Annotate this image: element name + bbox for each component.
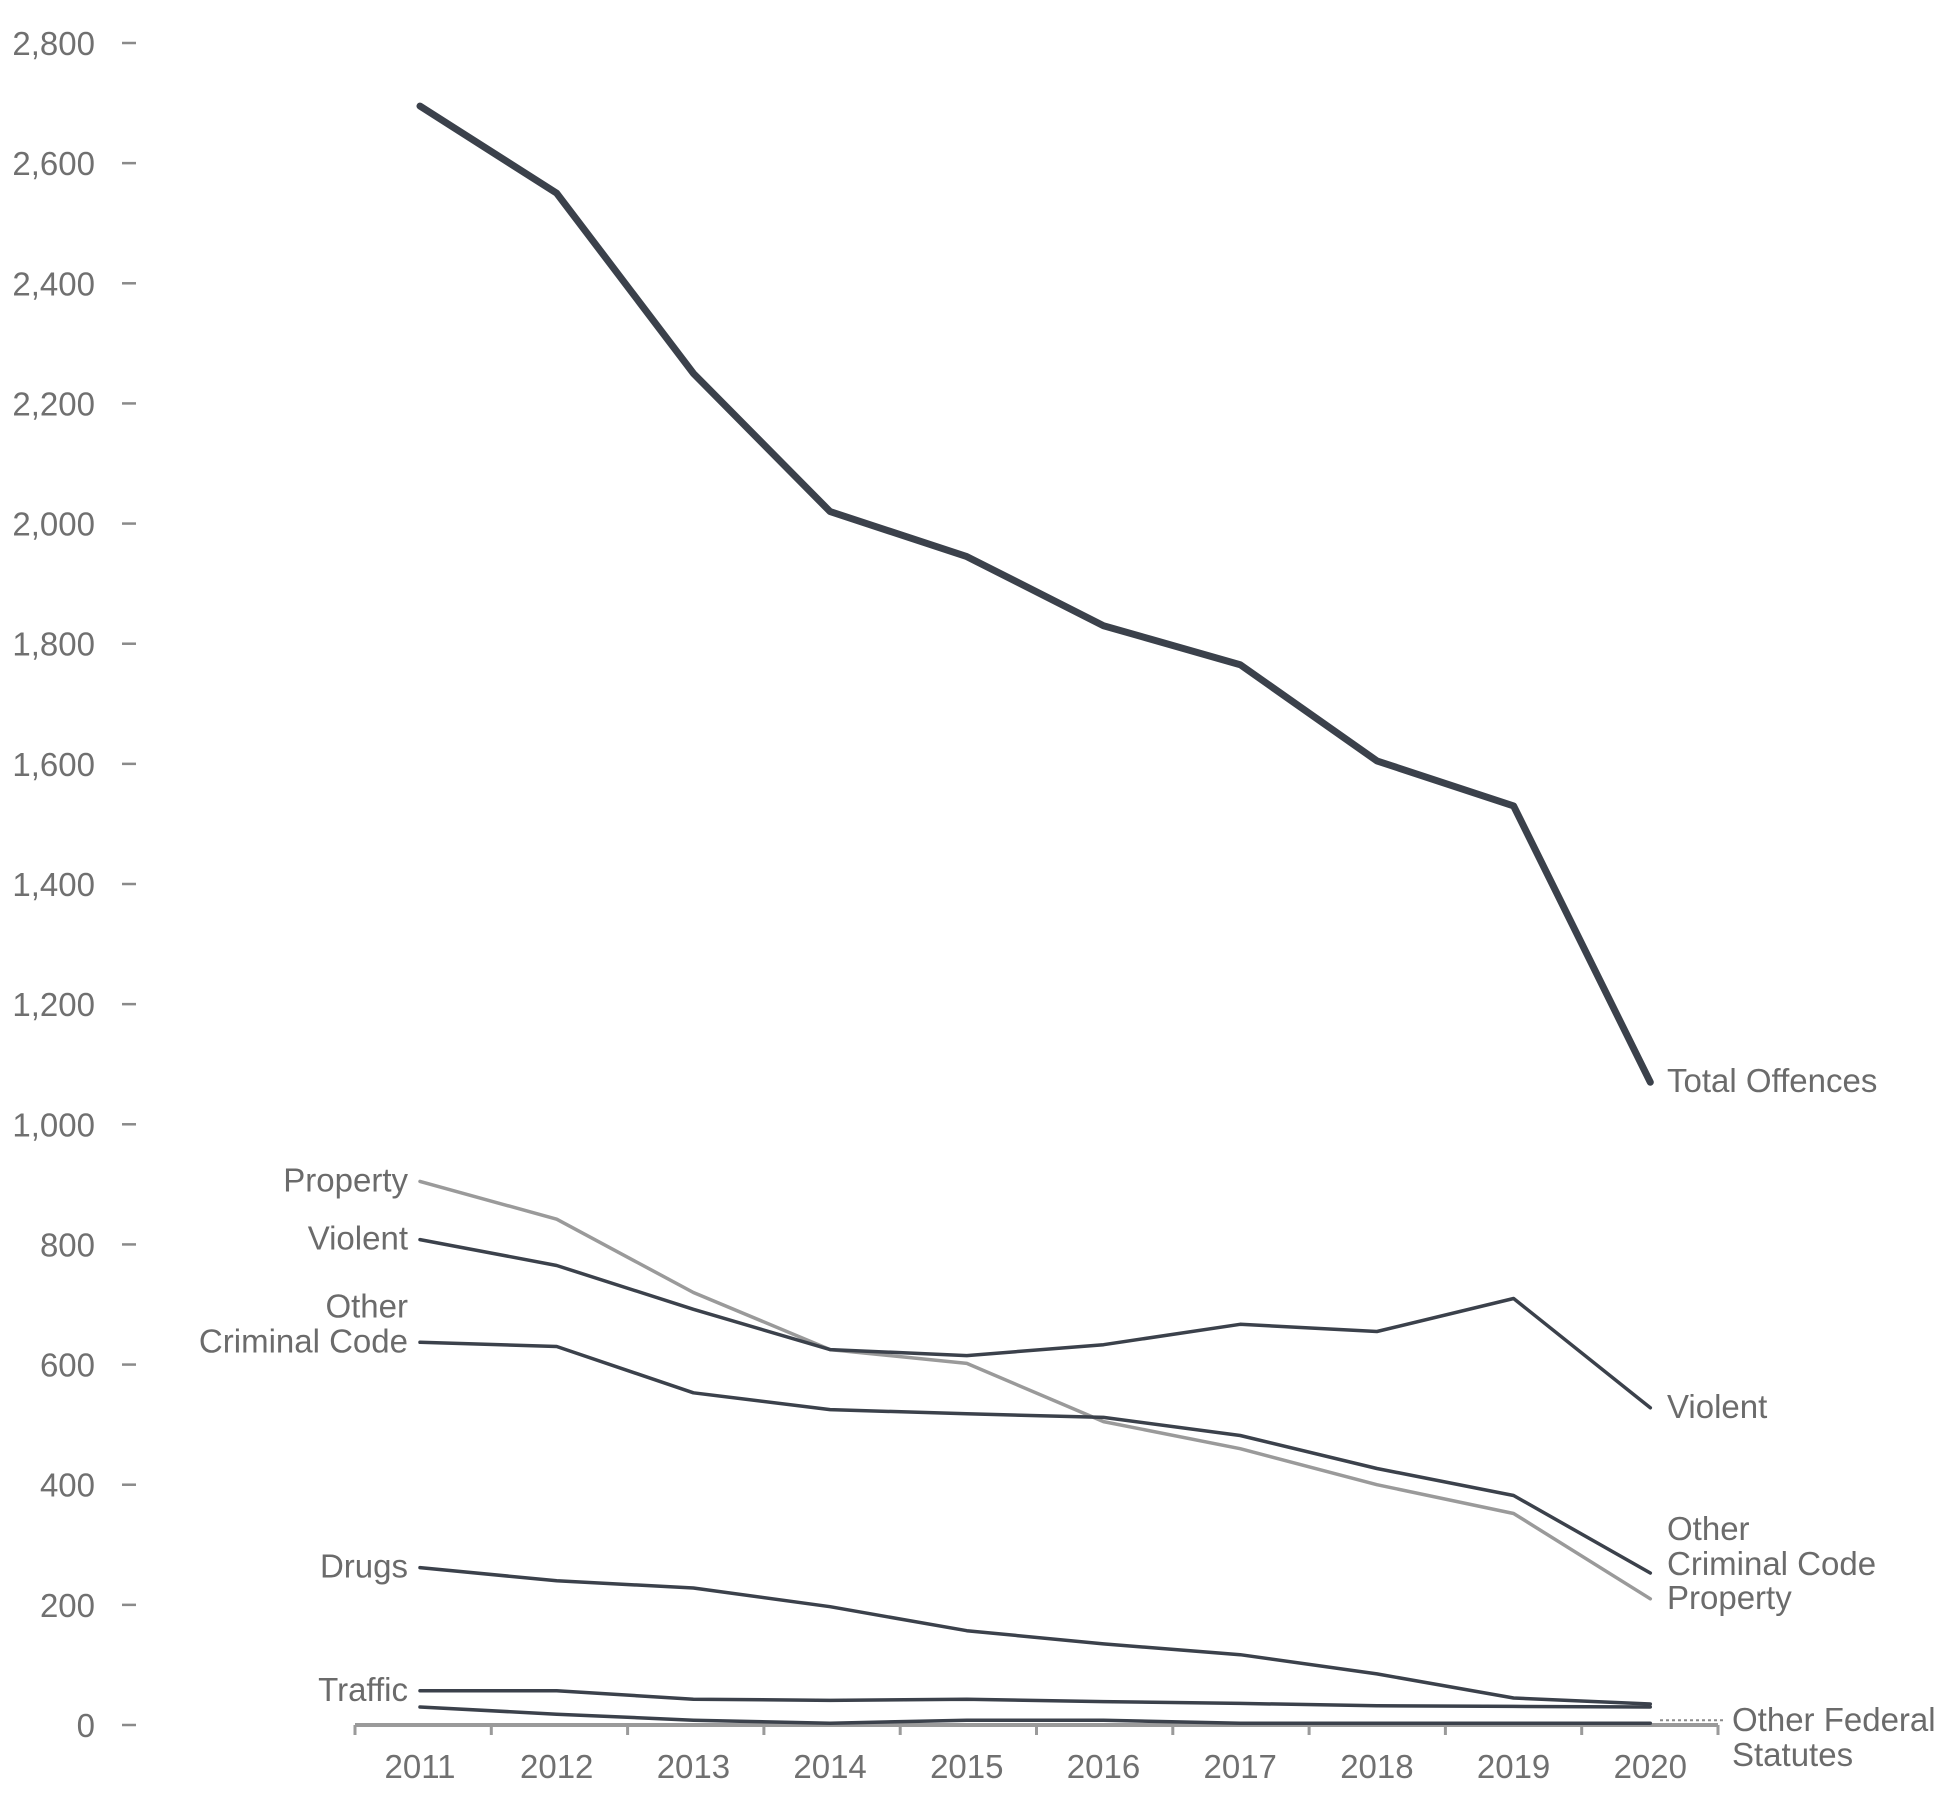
series-label-left-violent: Violent [308, 1220, 408, 1257]
x-tick-label: 2017 [1203, 1748, 1276, 1785]
x-tick-label: 2014 [793, 1748, 866, 1785]
x-axis: 2011 2012 2013 2014 2015 2016 2017 2018 2019 2020 [353, 1723, 1720, 1785]
series-line-violent [418, 1237, 1653, 1410]
series-label-right-other-federal-statutes: Other Federal [1732, 1701, 1936, 1738]
series-line-drugs [418, 1565, 1653, 1706]
y-tick-label: 2,600 [12, 145, 95, 182]
y-tick-label: 0 [77, 1707, 95, 1744]
x-tick-label: 2020 [1614, 1748, 1687, 1785]
y-tick-label: 400 [40, 1467, 95, 1504]
y-tick-label: 800 [40, 1226, 95, 1263]
y-tick-label: 1,200 [12, 986, 95, 1023]
y-tick-label: 1,800 [12, 626, 95, 663]
y-tick-label: 2,000 [12, 506, 95, 543]
x-tick-label: 2011 [385, 1748, 456, 1785]
y-tick-label: 200 [40, 1587, 95, 1624]
y-tick-label: 1,000 [12, 1106, 95, 1143]
y-tick-label: 1,600 [12, 746, 95, 783]
series-label-left-property: Property [283, 1161, 408, 1198]
series-label-right-other-criminal-code: Criminal Code [1667, 1545, 1876, 1582]
series-label-right-other-criminal-code: Other [1667, 1510, 1750, 1547]
y-tick-label: 2,800 [12, 25, 95, 62]
x-tick-label: 2013 [657, 1748, 730, 1785]
x-tick-label: 2019 [1477, 1748, 1550, 1785]
series-line-traffic [418, 1689, 1653, 1709]
series-label-right-other-federal-statutes: Statutes [1732, 1736, 1853, 1773]
y-tick-label: 2,400 [12, 265, 95, 302]
x-tick-label: 2012 [520, 1748, 593, 1785]
x-tick-label: 2016 [1067, 1748, 1140, 1785]
series-line-property [418, 1179, 1653, 1601]
y-tick-label: 600 [40, 1347, 95, 1384]
series-label-left-traffic: Traffic [318, 1671, 408, 1708]
series-line-other-federal-statutes [418, 1705, 1653, 1725]
x-tick-label: 2018 [1340, 1748, 1413, 1785]
series-line-total-offences [416, 102, 1654, 1086]
series-label-right-violent: Violent [1667, 1388, 1767, 1425]
y-tick-label: 1,400 [12, 866, 95, 903]
series-lines [416, 102, 1654, 1725]
y-axis: 0 200 400 600 800 1,000 1,200 1,400 1,600 1,800 2,… [12, 25, 136, 1744]
series-label-left-drugs: Drugs [320, 1548, 408, 1585]
series-label-left-other-criminal-code: Criminal Code [199, 1322, 408, 1359]
series-labels: Total Offences Property Property Violent Vio… [199, 1062, 1936, 1773]
series-line-other-criminal-code [418, 1340, 1653, 1575]
series-label-right-total-offences: Total Offences [1667, 1062, 1877, 1099]
series-label-right-property: Property [1667, 1579, 1792, 1616]
y-tick-label: 2,200 [12, 385, 95, 422]
series-label-left-other-criminal-code: Other [325, 1287, 408, 1324]
x-tick-label: 2015 [930, 1748, 1003, 1785]
